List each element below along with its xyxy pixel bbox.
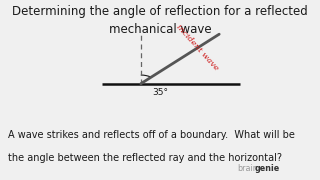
Text: genie: genie [254,164,280,173]
Text: 35°: 35° [152,88,168,97]
Text: brain: brain [237,164,258,173]
Text: Determining the angle of reflection for a reflected: Determining the angle of reflection for … [12,5,308,18]
Text: A wave strikes and reflects off of a boundary.  What will be: A wave strikes and reflects off of a bou… [8,130,295,140]
Text: incident wave: incident wave [174,23,220,72]
Text: the angle between the reflected ray and the horizontal?: the angle between the reflected ray and … [8,153,282,163]
Text: mechanical wave: mechanical wave [109,23,211,36]
